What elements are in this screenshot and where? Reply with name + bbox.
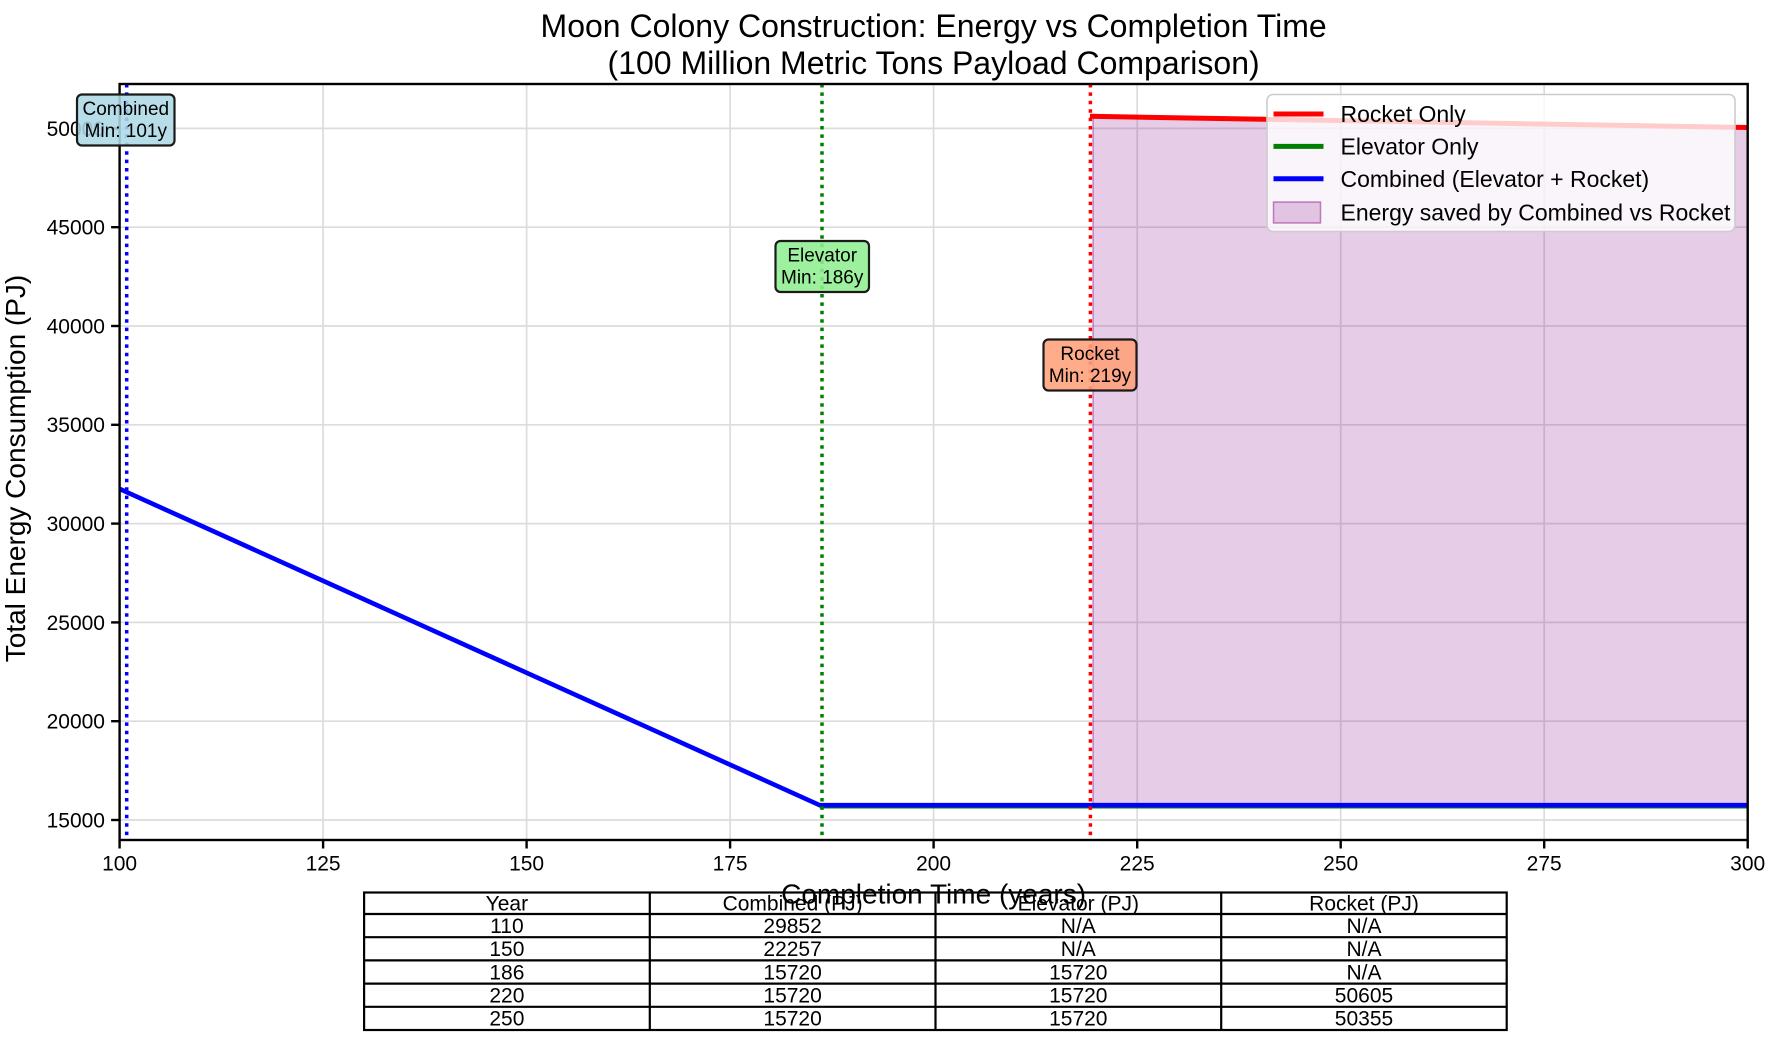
svg-text:Min: 186y: Min: 186y: [781, 268, 864, 289]
svg-text:300: 300: [1730, 852, 1765, 875]
svg-text:275: 275: [1527, 852, 1562, 875]
svg-text:Combined (Elevator + Rocket): Combined (Elevator + Rocket): [1341, 166, 1650, 192]
svg-text:N/A: N/A: [1346, 915, 1381, 938]
svg-text:Min: 101y: Min: 101y: [85, 121, 168, 142]
svg-text:Min: 219y: Min: 219y: [1049, 366, 1132, 387]
svg-text:Elevator (PJ): Elevator (PJ): [1018, 893, 1139, 916]
svg-text:15720: 15720: [763, 985, 821, 1008]
svg-text:35000: 35000: [47, 414, 105, 437]
svg-text:186: 186: [489, 961, 524, 984]
svg-text:Elevator Only: Elevator Only: [1341, 133, 1480, 159]
svg-text:Total Energy Consumption (PJ): Total Energy Consumption (PJ): [0, 275, 31, 663]
svg-text:Completion Time (years): Completion Time (years): [781, 879, 1086, 910]
svg-text:22257: 22257: [763, 938, 821, 961]
svg-text:175: 175: [713, 852, 748, 875]
svg-text:(100 Million Metric Tons Paylo: (100 Million Metric Tons Payload Compari…: [608, 45, 1260, 81]
svg-text:29852: 29852: [763, 915, 821, 938]
svg-text:45000: 45000: [47, 217, 105, 240]
svg-text:N/A: N/A: [1346, 938, 1381, 961]
svg-text:15720: 15720: [1049, 1008, 1107, 1031]
svg-text:N/A: N/A: [1346, 961, 1381, 984]
svg-text:Moon Colony Construction: Ener: Moon Colony Construction: Energy vs Comp…: [541, 8, 1327, 44]
svg-text:220: 220: [489, 985, 524, 1008]
svg-text:125: 125: [306, 852, 341, 875]
svg-text:Combined: Combined: [82, 99, 169, 120]
svg-text:20000: 20000: [47, 711, 105, 734]
svg-text:50605: 50605: [1335, 985, 1393, 1008]
svg-text:150: 150: [509, 852, 544, 875]
svg-text:50355: 50355: [1335, 1008, 1393, 1031]
svg-text:15720: 15720: [763, 1008, 821, 1031]
svg-text:Rocket: Rocket: [1060, 344, 1120, 365]
svg-text:Rocket Only: Rocket Only: [1341, 101, 1467, 127]
svg-text:15720: 15720: [1049, 985, 1107, 1008]
svg-text:Energy saved by Combined vs Ro: Energy saved by Combined vs Rocket: [1341, 200, 1732, 226]
svg-text:Rocket (PJ): Rocket (PJ): [1309, 893, 1419, 916]
svg-text:N/A: N/A: [1061, 915, 1096, 938]
svg-text:40000: 40000: [47, 315, 105, 338]
svg-text:N/A: N/A: [1061, 938, 1096, 961]
svg-text:Year: Year: [486, 893, 528, 916]
svg-text:15000: 15000: [47, 809, 105, 832]
svg-text:25000: 25000: [47, 612, 105, 635]
svg-text:Elevator: Elevator: [787, 246, 857, 267]
svg-text:15720: 15720: [1049, 961, 1107, 984]
svg-text:250: 250: [489, 1008, 524, 1031]
svg-text:110: 110: [490, 915, 523, 938]
svg-text:225: 225: [1120, 852, 1155, 875]
svg-text:30000: 30000: [47, 513, 105, 536]
svg-text:Combined (PJ): Combined (PJ): [723, 893, 863, 916]
svg-text:100: 100: [102, 852, 137, 875]
svg-text:15720: 15720: [763, 961, 821, 984]
svg-text:250: 250: [1323, 852, 1358, 875]
svg-text:150: 150: [489, 938, 524, 961]
svg-text:200: 200: [916, 852, 951, 875]
